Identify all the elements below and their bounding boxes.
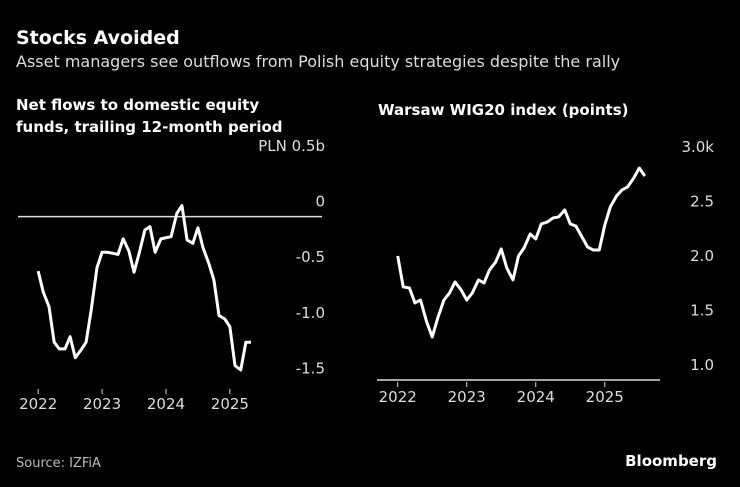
y-tick-label: 0 (315, 193, 325, 211)
x-tick-label: 2025 (211, 395, 249, 413)
y-tick-label: 2.5 (690, 192, 714, 210)
series-line (396, 166, 647, 339)
y-tick-label: -0.5 (296, 248, 325, 266)
x-tick-label: 2024 (517, 388, 555, 406)
series-line (36, 204, 251, 372)
brand: Bloomberg (625, 452, 717, 470)
x-tick-label: 2024 (147, 395, 185, 413)
y-tick-label: 3.0k (681, 138, 714, 156)
y-tick-label: 1.0 (690, 356, 714, 374)
source: Source: IZFiA (16, 456, 101, 471)
x-tick-label: 2023 (448, 388, 486, 406)
y-tick-label: 1.5 (690, 301, 714, 319)
title: Stocks Avoided (16, 27, 180, 49)
y-tick-label: -1.5 (296, 359, 325, 377)
chart-title: Warsaw WIG20 index (points) (378, 101, 629, 119)
subtitle: Asset managers see outflows from Polish … (16, 52, 620, 71)
chart-title: Net flows to domestic equity funds, trail… (16, 96, 283, 136)
x-tick-label: 2023 (83, 395, 121, 413)
y-tick-label: -1.0 (296, 304, 325, 322)
y-tick-label: 2.0 (690, 247, 714, 265)
x-tick-label: 2022 (379, 388, 417, 406)
x-tick-label: 2022 (19, 395, 57, 413)
y-tick-label: PLN 0.5b (258, 137, 325, 155)
x-tick-label: 2025 (586, 388, 624, 406)
